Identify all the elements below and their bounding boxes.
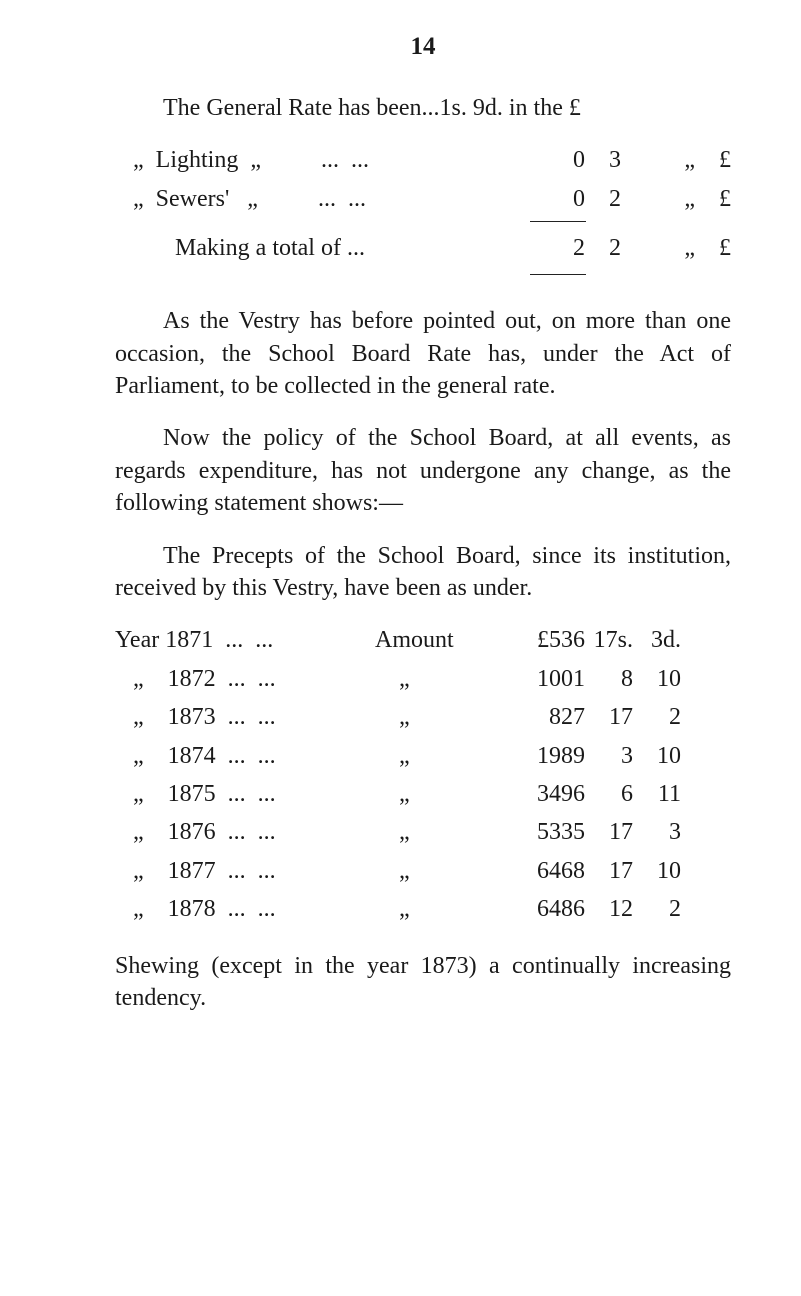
rate-unit: „ £ [621,144,731,176]
precepts-shillings: 6 [585,778,633,810]
precepts-amount-label: „ [375,893,505,925]
rate-shillings: 0 [549,144,585,176]
precepts-pounds: 5335 [505,816,585,848]
rate-pence: 2 [585,183,621,215]
precepts-pence: 10 [633,855,681,887]
precepts-year: „ 1874 ... ... [115,740,375,772]
paragraph-vestry: As the Vestry has before pointed out, on… [115,305,731,402]
precepts-year: „ 1873 ... ... [115,701,375,733]
precepts-row: „ 1876 ... ... „ 5335 17 3 [115,816,731,848]
precepts-pounds: 827 [505,701,585,733]
rates-block: The General Rate has been...1s. 9d. in t… [115,92,731,276]
precepts-year: „ 1878 ... ... [115,893,375,925]
precepts-row: „ 1872 ... ... „ 1001 8 10 [115,663,731,695]
precepts-pence: 10 [633,740,681,772]
precepts-pence: 3d. [633,624,681,656]
precepts-row: „ 1874 ... ... „ 1989 3 10 [115,740,731,772]
precepts-shillings: 12 [585,893,633,925]
rate-total-label: Making a total of ... [115,232,549,264]
precepts-pounds: 3496 [505,778,585,810]
rate-label: „ Lighting „ ... ... [115,144,549,176]
rate-shillings: 0 [549,183,585,215]
precepts-table: Year 1871 ... ... Amount £536 17s. 3d. „… [115,624,731,925]
paragraph-precepts-intro: The Precepts of the School Board, since … [115,540,731,605]
precepts-year: „ 1877 ... ... [115,855,375,887]
precepts-amount-label: „ [375,816,505,848]
precepts-year: „ 1872 ... ... [115,663,375,695]
rate-row: „ Lighting „ ... ... 0 3 „ £ [115,144,731,176]
precepts-pounds: 1001 [505,663,585,695]
precepts-shillings: 17 [585,855,633,887]
rate-unit: „ £ [621,183,731,215]
precepts-pounds: 6486 [505,893,585,925]
precepts-shillings: 8 [585,663,633,695]
precepts-amount-label: „ [375,663,505,695]
rate-pence: 3 [585,144,621,176]
precepts-amount-label: „ [375,855,505,887]
precepts-pounds: 6468 [505,855,585,887]
precepts-row: „ 1875 ... ... „ 3496 6 11 [115,778,731,810]
rate-label: „ Sewers' „ ... ... [115,183,549,215]
rate-row: „ Sewers' „ ... ... 0 2 „ £ [115,183,731,215]
paragraph-policy: Now the policy of the School Board, at a… [115,422,731,519]
precepts-amount-label: Amount [375,624,505,656]
precepts-pence: 2 [633,893,681,925]
precepts-year: „ 1876 ... ... [115,816,375,848]
precepts-shillings: 17s. [585,624,633,656]
precepts-pence: 10 [633,663,681,695]
rule-line [530,274,586,275]
precepts-amount-label: „ [375,778,505,810]
rate-total-pence: 2 [585,232,621,264]
precepts-year: „ 1875 ... ... [115,778,375,810]
page-number: 14 [115,30,731,64]
precepts-pence: 11 [633,778,681,810]
precepts-shillings: 17 [585,701,633,733]
rate-total-unit: „ £ [621,232,731,264]
precepts-pence: 2 [633,701,681,733]
rate-total-shillings: 2 [549,232,585,264]
precepts-row: „ 1877 ... ... „ 6468 17 10 [115,855,731,887]
precepts-year: Year 1871 ... ... [115,624,375,656]
rate-total-row: Making a total of ... 2 2 „ £ [115,232,731,264]
rule-line [530,221,586,222]
precepts-pence: 3 [633,816,681,848]
precepts-row: „ 1878 ... ... „ 6486 12 2 [115,893,731,925]
paragraph-shewing: Shewing (except in the year 1873) a cont… [115,950,731,1015]
precepts-header-row: Year 1871 ... ... Amount £536 17s. 3d. [115,624,731,656]
precepts-amount-label: „ [375,740,505,772]
precepts-amount-label: „ [375,701,505,733]
precepts-shillings: 3 [585,740,633,772]
precepts-pounds: £536 [505,624,585,656]
precepts-pounds: 1989 [505,740,585,772]
precepts-shillings: 17 [585,816,633,848]
precepts-row: „ 1873 ... ... „ 827 17 2 [115,701,731,733]
rates-intro: The General Rate has been...1s. 9d. in t… [115,92,731,124]
